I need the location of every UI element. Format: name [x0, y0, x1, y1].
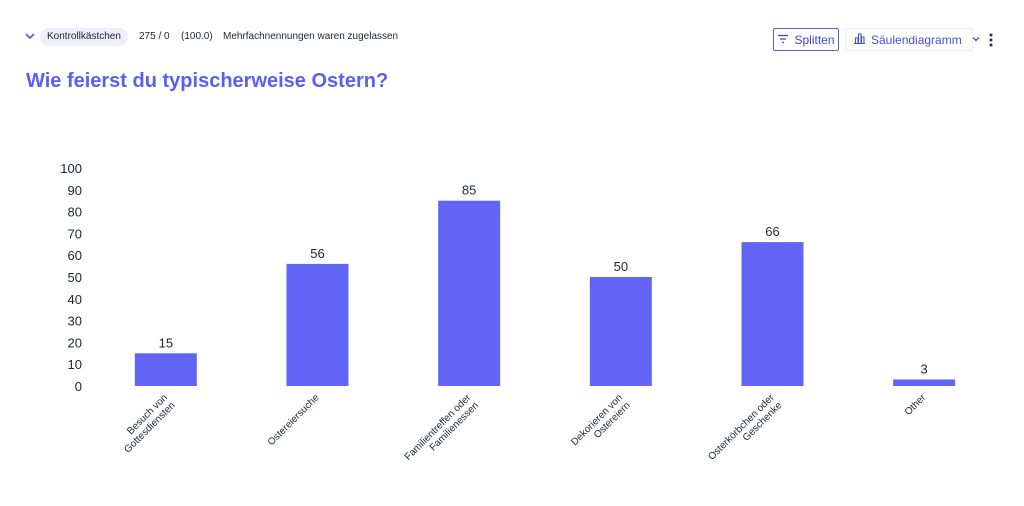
multiple-answers-note: Mehrfachnennungen waren zugelassen [223, 31, 399, 42]
y-tick-label: 80 [68, 205, 82, 220]
chart-title: Wie feierst du typischerweise Ostern? [26, 70, 389, 92]
bar[interactable] [893, 379, 956, 386]
y-tick-label: 50 [68, 270, 82, 285]
y-tick-label: 60 [68, 248, 82, 263]
data-label: 56 [310, 246, 324, 261]
question-type-badge: Kontrollkästchen [40, 28, 128, 46]
bar[interactable] [286, 263, 349, 386]
bar[interactable] [134, 353, 197, 386]
split-button[interactable]: Splitten [773, 28, 839, 51]
x-tick-label: Dekorieren vonOstereiern [569, 392, 633, 456]
data-label: 50 [614, 259, 628, 274]
chart-type-select[interactable]: Säulendiagramm [845, 28, 980, 51]
response-percent: (100.0) [181, 31, 213, 42]
x-tick-label: Familientreffen oderFamilienessen [403, 392, 482, 471]
split-button-label: Splitten [794, 32, 835, 47]
bar-chart-icon [853, 32, 866, 47]
more-options-icon[interactable] [982, 30, 1000, 50]
y-tick-label: 90 [68, 183, 82, 198]
filter-icon [777, 33, 789, 47]
y-tick-label: 30 [68, 314, 82, 329]
chart-toolbar: Kontrollkästchen 275 / 0 (100.0) Mehrfac… [0, 0, 1024, 60]
x-tick-label: Osterkörbchen oderGeschenke [706, 392, 785, 471]
y-tick-label: 0 [75, 379, 82, 394]
bar[interactable] [741, 242, 804, 386]
data-label: 15 [159, 335, 173, 350]
y-tick-label: 70 [68, 226, 82, 241]
y-tick-label: 100 [60, 161, 82, 176]
y-tick-label: 20 [68, 335, 82, 350]
bar[interactable] [438, 200, 501, 386]
data-label: 66 [765, 224, 779, 239]
chevron-down-icon [971, 33, 981, 47]
data-label: 85 [462, 183, 476, 198]
x-tick-label: Other [903, 392, 929, 418]
y-tick-label: 40 [68, 292, 82, 307]
chart-type-label: Säulendiagramm [871, 32, 962, 47]
bar[interactable] [589, 277, 652, 386]
chevron-down-icon[interactable] [23, 29, 37, 43]
response-count: 275 / 0 [139, 31, 170, 42]
data-label: 3 [921, 361, 928, 376]
x-tick-label: Ostereiersuche [266, 392, 322, 448]
y-tick-label: 10 [68, 357, 82, 372]
x-tick-label: Besuch vonGottesdiensten [115, 392, 178, 455]
